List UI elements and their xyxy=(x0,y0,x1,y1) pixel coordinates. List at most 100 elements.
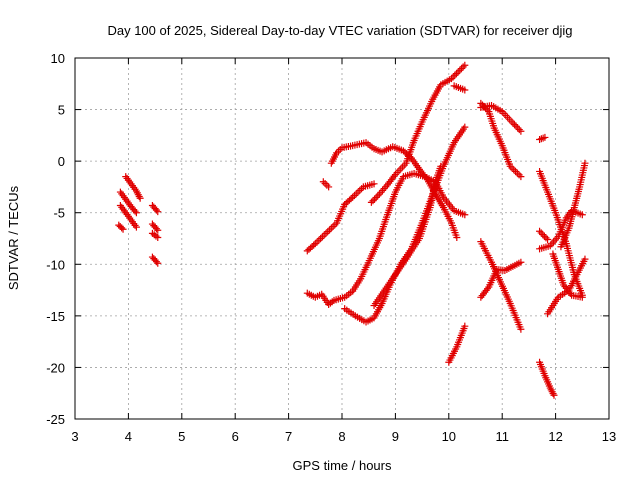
data-point xyxy=(514,124,522,132)
data-point xyxy=(578,211,586,219)
data-point xyxy=(347,195,355,203)
x-tick-label: 7 xyxy=(285,429,292,444)
data-marks xyxy=(115,61,589,399)
chart-title: Day 100 of 2025, Sidereal Day-to-day VTE… xyxy=(107,23,572,38)
data-point xyxy=(327,224,335,232)
y-tick-label: -25 xyxy=(46,412,65,427)
data-point xyxy=(461,61,469,69)
data-point xyxy=(119,225,127,233)
data-point xyxy=(367,198,375,206)
data-point xyxy=(326,226,334,234)
data-point xyxy=(321,179,329,187)
data-point xyxy=(461,322,469,330)
y-tick-label: 0 xyxy=(58,154,65,169)
y-tick-label: -20 xyxy=(46,360,65,375)
data-point xyxy=(324,228,332,236)
series-arc-4 xyxy=(115,221,127,233)
data-point xyxy=(517,258,525,266)
data-point xyxy=(374,192,382,200)
data-point xyxy=(154,208,162,216)
series-arc-2 xyxy=(116,188,140,217)
series-arc-3 xyxy=(116,201,140,231)
data-point xyxy=(515,171,523,179)
data-point xyxy=(152,258,160,266)
series-arc-16 xyxy=(450,82,469,94)
data-point xyxy=(437,162,445,170)
data-point xyxy=(329,222,337,230)
data-point xyxy=(510,166,518,174)
x-tick-label: 8 xyxy=(338,429,345,444)
x-tick-label: 13 xyxy=(602,429,616,444)
data-point xyxy=(459,63,467,71)
data-point xyxy=(132,223,140,231)
data-point xyxy=(154,226,162,234)
series-arc-5 xyxy=(148,201,162,216)
data-point xyxy=(512,167,520,175)
x-tick-label: 11 xyxy=(495,429,509,444)
data-point xyxy=(484,285,492,293)
data-point xyxy=(581,255,589,263)
y-tick-label: 10 xyxy=(51,51,65,66)
data-point xyxy=(581,159,589,167)
data-point xyxy=(318,233,326,241)
data-point xyxy=(453,233,461,241)
data-point xyxy=(536,227,544,235)
series-arc-18 xyxy=(477,238,525,333)
data-point xyxy=(370,180,378,188)
data-point xyxy=(323,181,331,189)
data-point xyxy=(154,233,162,241)
data-point xyxy=(454,68,462,76)
series-arc-1 xyxy=(122,173,144,202)
plot-frame xyxy=(74,57,610,420)
series-arc-7 xyxy=(148,229,162,241)
x-tick-label: 5 xyxy=(178,429,185,444)
x-tick-label: 12 xyxy=(548,429,562,444)
series-arc-15 xyxy=(367,61,469,206)
data-point xyxy=(322,229,330,237)
data-point xyxy=(461,211,469,219)
data-point xyxy=(509,119,517,127)
data-point xyxy=(132,209,140,217)
series-arc-12 xyxy=(319,178,333,191)
y-tick-label: -15 xyxy=(46,309,65,324)
data-point xyxy=(118,224,126,232)
x-axis-label: GPS time / hours xyxy=(293,458,392,473)
data-point xyxy=(451,71,459,79)
x-tick-label: 9 xyxy=(392,429,399,444)
data-point xyxy=(154,259,162,267)
data-point xyxy=(540,232,548,240)
data-point xyxy=(136,194,144,202)
data-point xyxy=(325,183,333,191)
x-tick-label: 10 xyxy=(442,429,456,444)
data-point xyxy=(152,225,160,233)
data-point xyxy=(319,178,327,186)
x-tick-label: 3 xyxy=(71,429,78,444)
data-point xyxy=(539,134,547,142)
data-point xyxy=(447,75,455,83)
data-point xyxy=(578,293,586,301)
data-point xyxy=(539,231,547,239)
series-arc-17 xyxy=(445,322,469,366)
data-point xyxy=(449,73,457,81)
series-arc-25 xyxy=(536,227,552,244)
series-arc-21 xyxy=(477,101,525,135)
y-tick-label: -5 xyxy=(53,206,65,221)
data-point xyxy=(352,190,360,198)
data-point xyxy=(456,66,464,74)
y-tick-label: 5 xyxy=(58,103,65,118)
data-point xyxy=(517,173,525,181)
data-point xyxy=(315,236,323,244)
series-arc-20 xyxy=(477,99,525,181)
data-point xyxy=(515,126,523,134)
x-tick-label: 4 xyxy=(125,429,132,444)
series-arc-11 xyxy=(303,170,469,309)
data-point xyxy=(354,188,362,196)
data-point xyxy=(542,234,550,242)
data-point xyxy=(356,186,364,194)
data-point xyxy=(371,195,379,203)
data-point xyxy=(457,65,465,73)
data-point xyxy=(452,70,460,78)
series-arc-6 xyxy=(148,220,162,234)
data-point xyxy=(320,231,328,239)
